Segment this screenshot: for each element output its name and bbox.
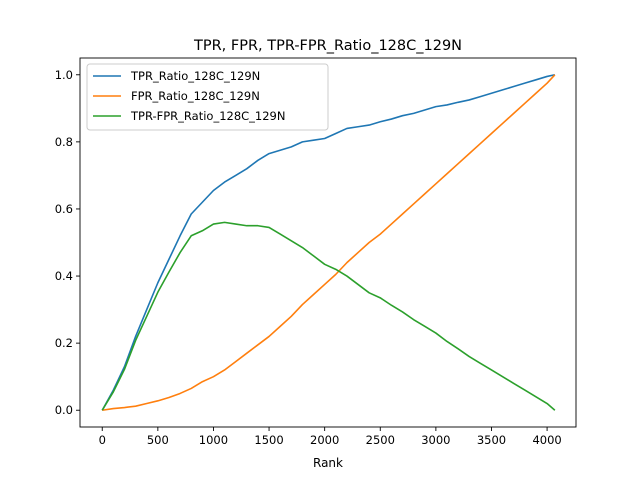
y-axis: 0.0 0.2 0.4 0.6 0.8 1.0 bbox=[55, 68, 80, 417]
x-tick-label: 2500 bbox=[366, 433, 395, 447]
axes-frame bbox=[79, 57, 577, 428]
y-tick-label: 0.0 bbox=[55, 403, 73, 417]
y-tick-label: 0.4 bbox=[55, 269, 73, 283]
series-line-2 bbox=[102, 74, 556, 412]
series-line-3 bbox=[101, 221, 556, 411]
x-tick-label: 3500 bbox=[477, 433, 506, 447]
y-tick-label: 1.0 bbox=[55, 68, 73, 82]
x-tick-label: 1500 bbox=[254, 433, 283, 447]
x-tick-label: 500 bbox=[147, 433, 169, 447]
legend: TPR_Ratio_128C_129N FPR_Ratio_128C_129N TP… bbox=[86, 63, 329, 131]
x-tick-label: 4000 bbox=[532, 433, 561, 447]
chart-title: TPR, FPR, TPR-FPR_Ratio_128C_129N bbox=[193, 38, 462, 54]
x-tick-label: 2000 bbox=[310, 433, 339, 447]
x-tick-label: 0 bbox=[99, 433, 106, 447]
series-layer bbox=[101, 73, 556, 412]
x-tick-label: 3000 bbox=[421, 433, 450, 447]
legend-box bbox=[86, 63, 329, 131]
series-line-1 bbox=[101, 73, 556, 411]
y-tick-label: 0.8 bbox=[55, 135, 73, 149]
x-tick-label: 1000 bbox=[199, 433, 228, 447]
x-axis-label: Rank bbox=[313, 456, 343, 470]
y-tick-label: 0.6 bbox=[55, 202, 73, 216]
x-axis: 0 500 1000 1500 2000 2500 3000 3500 4000 bbox=[99, 427, 562, 447]
legend-label-3: TPR-FPR_Ratio_128C_129N bbox=[130, 109, 285, 123]
legend-label-1: TPR_Ratio_128C_129N bbox=[130, 69, 260, 83]
legend-label-2: FPR_Ratio_128C_129N bbox=[131, 89, 260, 103]
y-tick-label: 0.2 bbox=[55, 336, 73, 350]
